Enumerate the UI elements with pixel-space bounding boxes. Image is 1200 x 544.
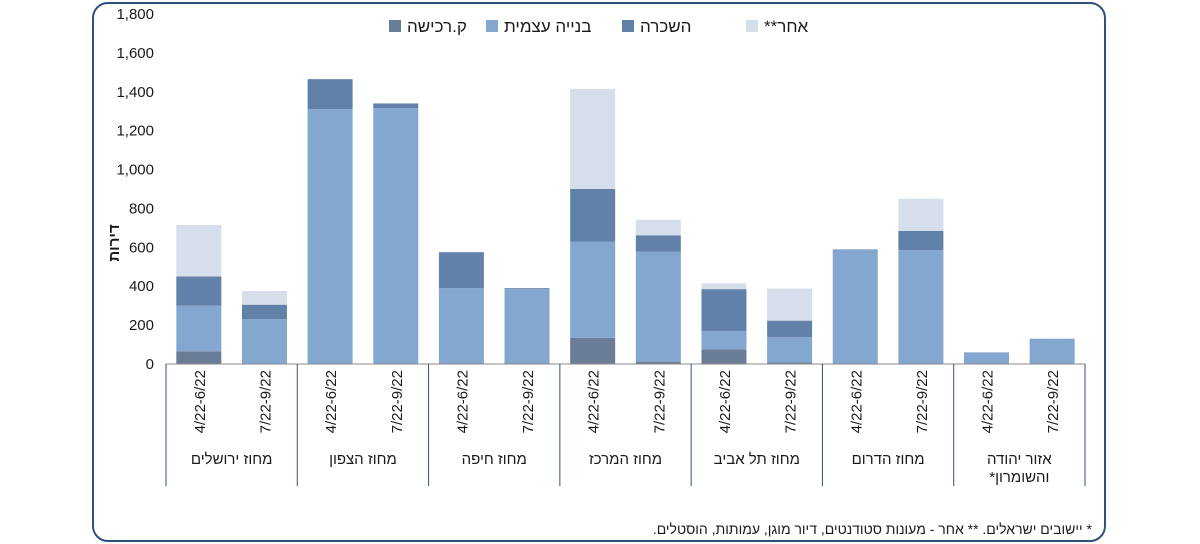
- x-tick-label: 4/22-6/22: [586, 370, 603, 433]
- bar-segment-1: [767, 362, 813, 364]
- bar-segment-3: [767, 320, 813, 338]
- bar-segment-2: [1029, 338, 1075, 364]
- bar-segment-2: [832, 249, 878, 364]
- group-label: מחוז חיפה: [462, 451, 527, 468]
- bar-segment-2: [373, 108, 419, 364]
- legend-swatch-3: [622, 20, 634, 32]
- group-label: אזור יהודה: [987, 451, 1052, 468]
- bar-segment-2: [767, 337, 813, 363]
- x-tick-label: 7/22-9/22: [520, 370, 537, 433]
- bar-segment-3: [701, 289, 747, 331]
- bar-segment-2: [964, 352, 1010, 364]
- group-label: מחוז המרכז: [589, 451, 662, 468]
- bar-segment-2: [898, 250, 944, 364]
- y-tick-label: 1,000: [116, 162, 154, 179]
- x-tick-label: 7/22-9/22: [783, 370, 800, 433]
- bar-segment-3: [570, 189, 616, 242]
- bar-segment-2: [176, 305, 222, 352]
- legend-swatch-1: [389, 20, 401, 32]
- x-tick-label: 7/22-9/22: [914, 370, 931, 433]
- x-tick-label: 7/22-9/22: [389, 370, 406, 433]
- legend-label-3: השכרה: [640, 17, 691, 36]
- x-tick-label: 7/22-9/22: [1045, 370, 1062, 433]
- y-tick-label: 200: [129, 317, 154, 334]
- bar-segment-2: [635, 251, 681, 362]
- bar-segment-1: [570, 337, 616, 364]
- bar-segment-3: [438, 252, 484, 289]
- x-tick-label: 7/22-9/22: [257, 370, 274, 433]
- bar-segment-3: [504, 288, 550, 290]
- bar-segment-1: [701, 349, 747, 364]
- bar-segment-3: [307, 79, 353, 110]
- y-tick-label: 1,400: [116, 84, 154, 101]
- legend-label-2: בנייה עצמית: [504, 17, 591, 36]
- chart-frame: [92, 2, 1106, 542]
- group-label: מחוז הצפון: [329, 451, 397, 468]
- x-tick-label: 4/22-6/22: [980, 370, 997, 433]
- x-tick-label: 4/22-6/22: [323, 370, 340, 433]
- legend-label-1: ק.רכישה: [407, 17, 467, 36]
- y-tick-label: 1,600: [116, 45, 154, 62]
- group-label: מחוז הדרום: [852, 451, 925, 468]
- bar-segment-4: [241, 291, 287, 305]
- y-tick-label: 1,800: [116, 6, 154, 23]
- bar-segment-2: [307, 109, 353, 365]
- x-tick-label: 4/22-6/22: [717, 370, 734, 433]
- bar-segment-4: [767, 288, 813, 321]
- bar-segment-2: [438, 288, 484, 364]
- legend-label-4: אחר**: [764, 17, 809, 36]
- bar-segment-1: [635, 361, 681, 364]
- x-tick-label: 4/22-6/22: [192, 370, 209, 433]
- x-tick-label: 7/22-9/22: [651, 370, 668, 433]
- y-tick-label: 400: [129, 278, 154, 295]
- footnote: * יישובים ישראלים. ** אחר - מעונות סטודנ…: [652, 521, 1092, 537]
- bar-segment-4: [635, 219, 681, 236]
- x-tick-label: 4/22-6/22: [848, 370, 865, 433]
- legend-swatch-4: [746, 20, 758, 32]
- bar-segment-4: [898, 198, 944, 231]
- y-tick-label: 800: [129, 200, 154, 217]
- x-tick-label: 4/22-6/22: [454, 370, 471, 433]
- bar-segment-2: [241, 319, 287, 364]
- bar-segment-2: [504, 289, 550, 364]
- bar-segment-3: [176, 276, 222, 306]
- y-axis-title: דירות: [106, 224, 123, 261]
- bar-segment-2: [701, 330, 747, 350]
- bar-segment-3: [635, 235, 681, 252]
- bar-segment-4: [701, 283, 747, 290]
- bar-segment-3: [898, 230, 944, 251]
- y-tick-label: 0: [146, 356, 154, 373]
- bar-segment-1: [176, 351, 222, 364]
- group-label: והשומרון*: [989, 469, 1049, 486]
- group-label: מחוז תל אביב: [714, 451, 800, 468]
- y-tick-label: 1,200: [116, 123, 154, 140]
- legend-swatch-2: [486, 20, 498, 32]
- bar-segment-4: [570, 88, 616, 189]
- bar-segment-4: [176, 224, 222, 277]
- y-tick-label: 600: [129, 239, 154, 256]
- group-label: מחוז ירושלים: [191, 451, 273, 468]
- bar-segment-2: [570, 241, 616, 338]
- bar-segment-3: [373, 103, 419, 109]
- bar-segment-3: [241, 304, 287, 320]
